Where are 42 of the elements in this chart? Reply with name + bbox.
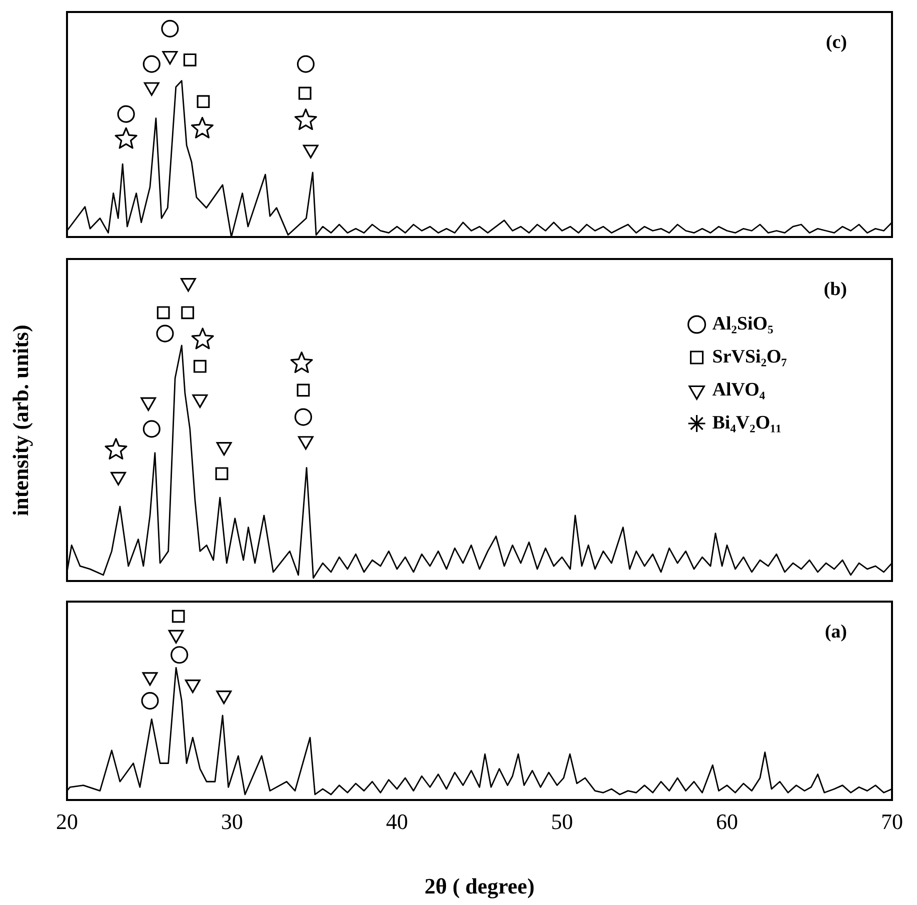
x-tick-label: 20 <box>56 808 78 834</box>
point <box>194 360 206 373</box>
point <box>161 20 179 38</box>
point <box>196 95 210 108</box>
point <box>117 105 135 123</box>
legend-label: SrVSi₂O₇ <box>712 346 788 368</box>
legend-label: Bi₄V₂O₁₁ <box>712 412 782 434</box>
point <box>142 420 160 438</box>
point <box>156 324 174 342</box>
x-tick-label: 40 <box>386 808 408 834</box>
point <box>104 438 128 460</box>
point <box>142 55 160 73</box>
x-tick-label: 70 <box>881 808 903 834</box>
point <box>183 53 196 66</box>
point <box>290 352 313 374</box>
x-tick-label: 30 <box>221 808 243 834</box>
point <box>114 127 138 149</box>
point <box>142 672 158 686</box>
point <box>191 116 214 138</box>
x-tick-label: 50 <box>551 808 573 834</box>
point <box>181 306 194 320</box>
point <box>156 306 170 320</box>
legend-label: AlVO₄ <box>712 379 766 400</box>
y-axis-title: intensity (arb. units) <box>8 323 34 518</box>
x-axis-title: 2θ ( degree) <box>424 873 535 898</box>
annotation: (a) <box>824 622 847 643</box>
point <box>215 467 228 480</box>
point <box>294 108 318 130</box>
annotation: (c) <box>826 32 847 53</box>
point <box>168 630 184 644</box>
point <box>172 610 185 623</box>
x-tick-label: 60 <box>716 808 738 834</box>
point <box>296 55 315 73</box>
point <box>216 690 232 704</box>
point <box>294 408 312 426</box>
point <box>170 646 188 664</box>
point <box>191 328 214 350</box>
point <box>185 679 200 694</box>
legend-label: Al₂SiO₅ <box>712 313 774 334</box>
annotation: (b) <box>824 279 847 300</box>
point <box>296 384 310 397</box>
point <box>298 86 312 100</box>
